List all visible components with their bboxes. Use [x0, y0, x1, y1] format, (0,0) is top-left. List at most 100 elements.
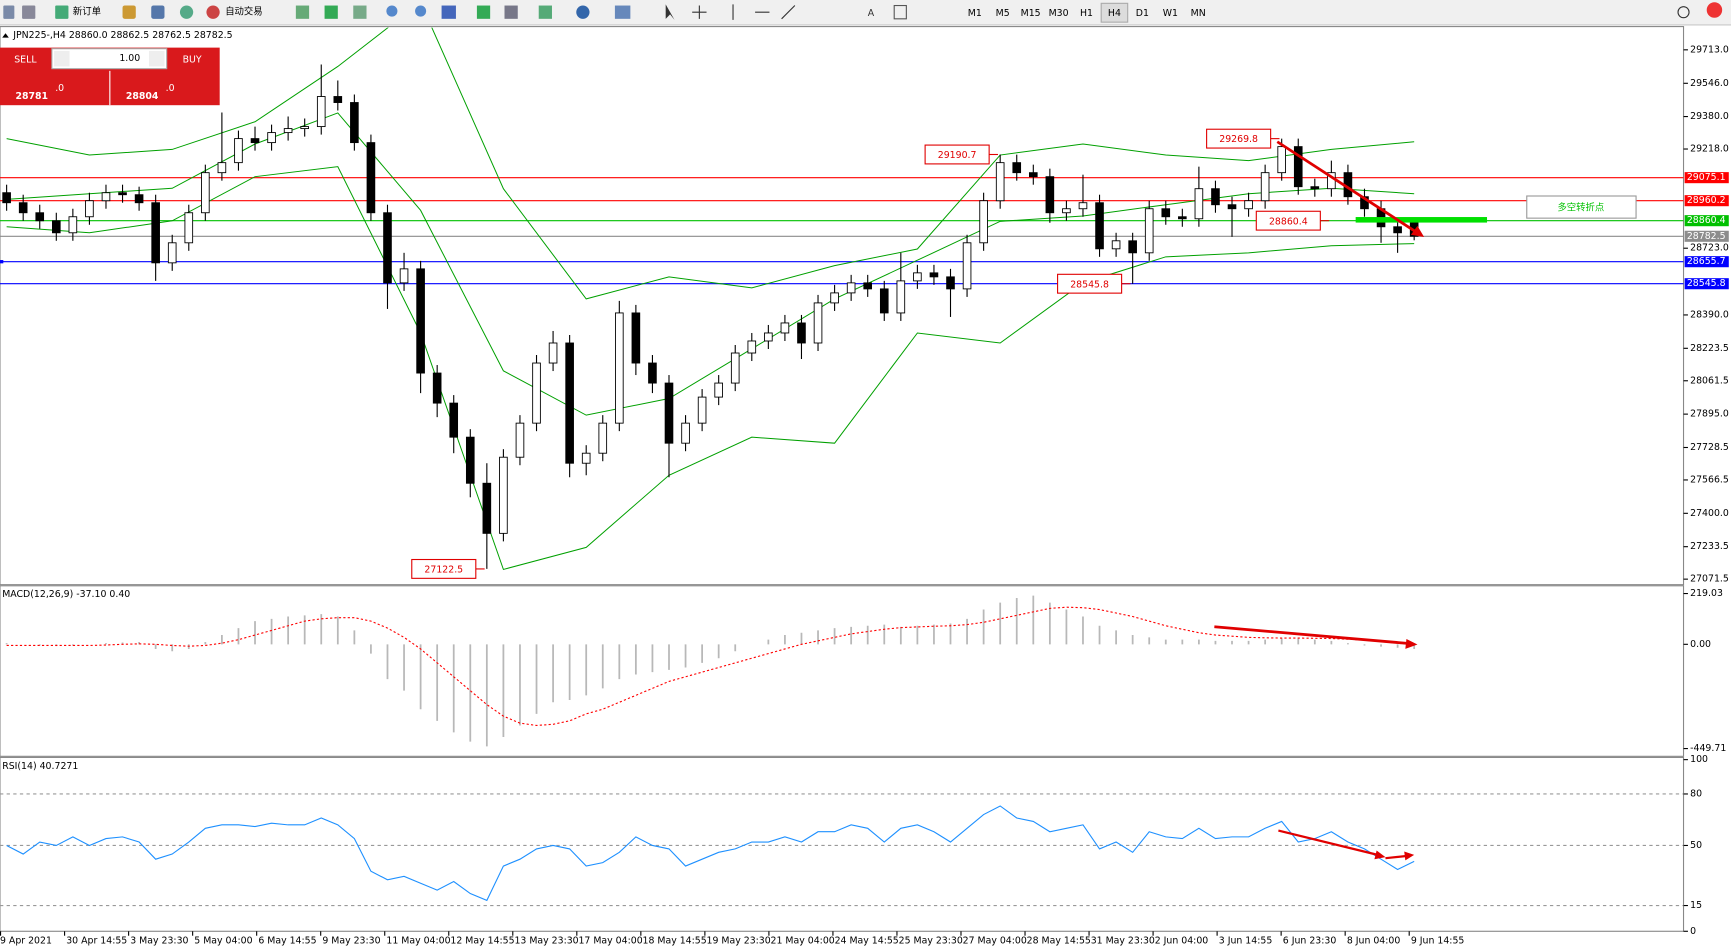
candle-body	[1360, 196, 1369, 210]
icon[interactable]	[732, 4, 796, 20]
green-zone[interactable]	[1355, 217, 1488, 223]
lot-input[interactable]	[51, 48, 168, 70]
icon[interactable]	[692, 5, 707, 19]
timeframe-button[interactable]: MN	[1191, 8, 1206, 19]
auto-trading-button[interactable]: 自动交易	[225, 6, 262, 18]
lot-down[interactable]	[54, 50, 70, 67]
icon[interactable]	[476, 5, 491, 19]
bid-fraction[interactable]: .0	[55, 83, 64, 94]
bollinger-lower	[6, 166, 1415, 571]
candle-body	[1045, 176, 1055, 214]
icon[interactable]	[893, 4, 907, 20]
indicator-title: MACD(12,26,9) -37.10 0.40	[2, 589, 130, 600]
candle-body	[846, 282, 856, 294]
trend-arrow[interactable]	[1276, 140, 1417, 233]
x-tick-label: 6 May 14:55	[258, 936, 316, 947]
new-order-button[interactable]: 新订单	[73, 6, 101, 18]
candle-body	[151, 202, 160, 264]
candle-body	[548, 342, 558, 364]
icon[interactable]	[614, 5, 631, 19]
icon[interactable]	[415, 5, 427, 17]
icon[interactable]	[55, 5, 69, 19]
icon[interactable]	[1677, 6, 1690, 19]
icon[interactable]	[386, 5, 398, 17]
y-tick-label: 0	[1690, 926, 1696, 937]
trend-arrow[interactable]	[1214, 625, 1408, 645]
x-tick-label: 11 May 04:00	[386, 936, 450, 947]
timeframe-button[interactable]: M30	[1049, 8, 1069, 19]
candle-body	[830, 292, 839, 304]
ask-price[interactable]: 28804	[126, 91, 159, 102]
candle-body	[18, 202, 28, 214]
level-label-box	[1684, 172, 1729, 184]
trend-arrow[interactable]	[1385, 854, 1407, 860]
chart-title: JPN225-,H4 28860.0 28862.5 28762.5 28782…	[12, 30, 232, 41]
trend-arrow[interactable]	[1278, 829, 1378, 856]
x-tick-label: 3 Jun 14:55	[1219, 936, 1273, 947]
candle-body	[1211, 188, 1220, 206]
candle-body	[399, 268, 409, 284]
y-tick-label: 27400.0	[1690, 508, 1729, 519]
candle-body	[797, 322, 806, 344]
notify-badge[interactable]	[1706, 2, 1723, 18]
timeframe-button[interactable]: M1	[968, 8, 982, 19]
lot-up[interactable]	[149, 50, 165, 67]
icon[interactable]	[151, 5, 165, 19]
ask-fraction[interactable]: .0	[166, 83, 175, 94]
candle-body	[1095, 202, 1104, 250]
annotation-label: 27122.5	[424, 565, 463, 576]
candle-body	[1028, 172, 1038, 178]
candle-body	[1111, 240, 1121, 250]
candle-body	[250, 138, 260, 144]
candle-body	[863, 282, 873, 290]
candle-body	[648, 362, 657, 384]
x-tick-label: 28 May 14:55	[1027, 936, 1091, 947]
icon[interactable]	[353, 5, 367, 19]
candle-body	[664, 382, 674, 444]
y-tick-label: 27895.0	[1690, 409, 1729, 420]
candle-body	[1277, 146, 1286, 174]
icon[interactable]	[179, 5, 194, 19]
icon[interactable]	[504, 5, 518, 19]
timeframe-button[interactable]: M15	[1021, 8, 1041, 19]
icon[interactable]	[206, 5, 220, 19]
candle-body	[979, 200, 988, 244]
macd-signal	[6, 606, 1415, 727]
toolbar-icons: A	[3, 2, 1723, 20]
timeframe-button[interactable]: D1	[1136, 8, 1149, 19]
icon[interactable]: A	[868, 8, 875, 19]
buy-button[interactable]: BUY	[183, 54, 202, 65]
lot-value[interactable]: 1.00	[119, 53, 140, 64]
candle-body	[383, 212, 392, 284]
x-tick-label: 13 May 23:30	[514, 936, 578, 947]
annotation-box	[411, 558, 477, 579]
icon[interactable]	[22, 5, 36, 19]
candle-body	[929, 272, 939, 278]
icon[interactable]	[324, 5, 338, 19]
timeframe-button[interactable]: M5	[996, 8, 1010, 19]
candle-body	[532, 362, 541, 424]
timeframe-button[interactable]: H4	[1108, 8, 1121, 19]
icon[interactable]	[295, 5, 310, 19]
icon[interactable]	[122, 5, 136, 19]
icon[interactable]	[3, 5, 15, 19]
level-label: 28782.5	[1687, 231, 1726, 242]
candle-body	[1178, 216, 1187, 220]
y-tick-label: 27728.5	[1690, 442, 1729, 453]
x-tick-label: 9 Jun 14:55	[1411, 936, 1465, 947]
icon[interactable]	[538, 5, 552, 19]
candle-body	[598, 422, 608, 454]
timeframe-button[interactable]: H1	[1080, 8, 1093, 19]
sell-button[interactable]: SELL	[14, 54, 37, 65]
y-tick-label: 29380.0	[1690, 111, 1729, 122]
toolbar	[0, 0, 1731, 26]
candle-body	[482, 482, 492, 534]
icon[interactable]	[441, 5, 456, 19]
icon[interactable]	[576, 5, 590, 19]
candle-body	[350, 102, 359, 144]
timeframe-button[interactable]: W1	[1163, 8, 1178, 19]
icon[interactable]	[665, 4, 675, 20]
y-tick-label: 27233.5	[1690, 541, 1729, 552]
bid-price[interactable]: 28781	[15, 91, 48, 102]
y-tick-label: 27566.5	[1690, 474, 1729, 485]
